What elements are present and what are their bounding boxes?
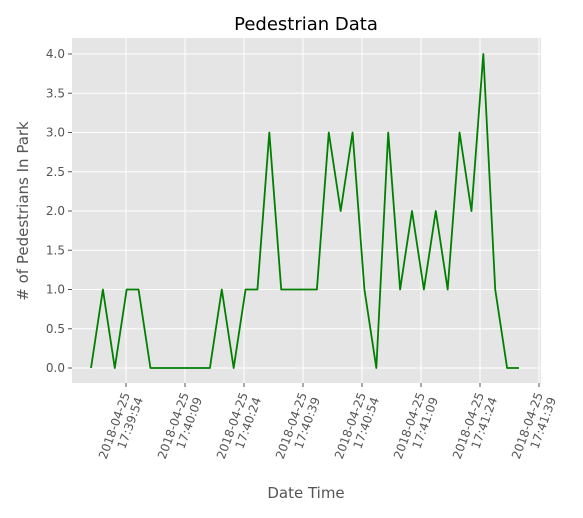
y-tick-label: 0.0 bbox=[46, 361, 65, 375]
y-tick-labels: 0.0 0.5 1.0 1.5 2.0 2.5 3.0 3.5 4.0 bbox=[46, 47, 72, 375]
y-tick-label: 1.5 bbox=[46, 243, 65, 257]
y-tick-label: 2.5 bbox=[46, 165, 65, 179]
y-tick-label: 3.5 bbox=[46, 86, 65, 100]
pedestrian-series-line bbox=[90, 53, 519, 369]
y-tick-label: 0.5 bbox=[46, 322, 65, 336]
y-tick-label: 4.0 bbox=[46, 47, 65, 61]
y-tick-label: 2.0 bbox=[46, 204, 65, 218]
y-axis-label: # of Pedestrians In Park bbox=[14, 121, 32, 301]
x-axis-label: Date Time bbox=[267, 484, 344, 502]
chart-title: Pedestrian Data bbox=[234, 14, 378, 35]
y-tick-label: 3.0 bbox=[46, 126, 65, 140]
y-tick-label: 1.0 bbox=[46, 283, 65, 297]
series-layer bbox=[90, 53, 519, 369]
